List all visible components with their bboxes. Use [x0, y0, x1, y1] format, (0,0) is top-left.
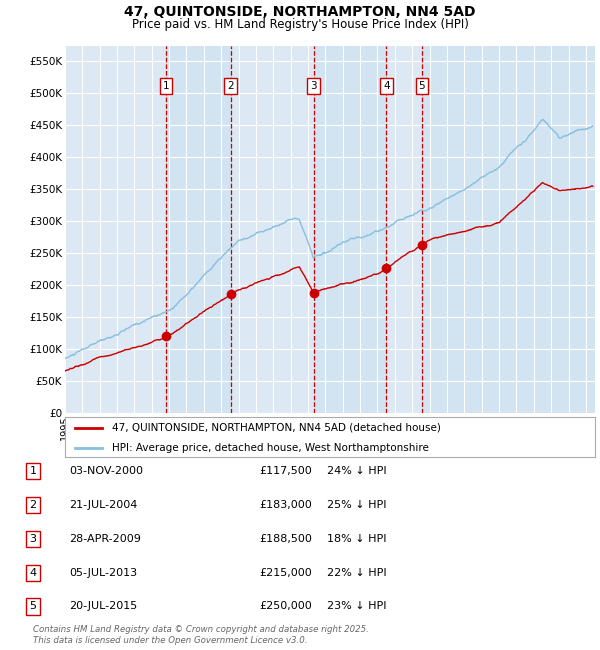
- Text: 4: 4: [29, 567, 37, 578]
- Text: 24% ↓ HPI: 24% ↓ HPI: [327, 466, 386, 476]
- Text: Price paid vs. HM Land Registry's House Price Index (HPI): Price paid vs. HM Land Registry's House …: [131, 18, 469, 31]
- Text: 2: 2: [29, 500, 37, 510]
- Text: 4: 4: [383, 81, 389, 91]
- Text: 05-JUL-2013: 05-JUL-2013: [69, 567, 137, 578]
- Text: Contains HM Land Registry data © Crown copyright and database right 2025.
This d: Contains HM Land Registry data © Crown c…: [33, 625, 369, 645]
- Text: 1: 1: [29, 466, 37, 476]
- Text: 18% ↓ HPI: 18% ↓ HPI: [327, 534, 386, 544]
- Bar: [166, 46, 230, 413]
- Text: 22% ↓ HPI: 22% ↓ HPI: [327, 567, 386, 578]
- Bar: [314, 46, 386, 413]
- Text: 3: 3: [310, 81, 317, 91]
- Text: £250,000: £250,000: [259, 601, 312, 612]
- Text: HPI: Average price, detached house, West Northamptonshire: HPI: Average price, detached house, West…: [112, 443, 430, 453]
- Text: £188,500: £188,500: [259, 534, 312, 544]
- Text: 47, QUINTONSIDE, NORTHAMPTON, NN4 5AD (detached house): 47, QUINTONSIDE, NORTHAMPTON, NN4 5AD (d…: [112, 423, 442, 433]
- Text: 5: 5: [29, 601, 37, 612]
- Text: 21-JUL-2004: 21-JUL-2004: [69, 500, 137, 510]
- Text: 25% ↓ HPI: 25% ↓ HPI: [327, 500, 386, 510]
- Text: 1: 1: [163, 81, 170, 91]
- Text: £183,000: £183,000: [259, 500, 312, 510]
- Text: 5: 5: [418, 81, 425, 91]
- Text: 23% ↓ HPI: 23% ↓ HPI: [327, 601, 386, 612]
- Bar: [422, 46, 595, 413]
- Text: 2: 2: [227, 81, 234, 91]
- Text: 3: 3: [29, 534, 37, 544]
- Text: 03-NOV-2000: 03-NOV-2000: [69, 466, 143, 476]
- Text: 47, QUINTONSIDE, NORTHAMPTON, NN4 5AD: 47, QUINTONSIDE, NORTHAMPTON, NN4 5AD: [124, 5, 476, 19]
- Text: 28-APR-2009: 28-APR-2009: [69, 534, 141, 544]
- Text: £215,000: £215,000: [259, 567, 312, 578]
- Text: 20-JUL-2015: 20-JUL-2015: [69, 601, 137, 612]
- Text: £117,500: £117,500: [259, 466, 312, 476]
